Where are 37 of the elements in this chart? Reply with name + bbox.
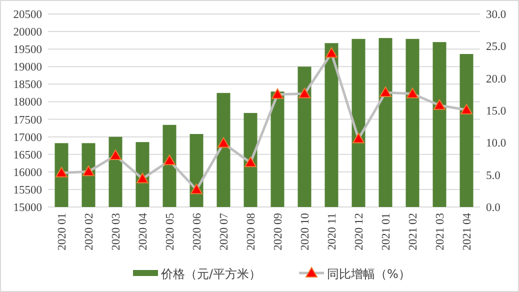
x-tick-label: 2020 06: [192, 212, 204, 250]
legend-label: 价格（元/平方米）: [160, 267, 262, 281]
y2-tick-label: 10.0: [486, 138, 506, 150]
y-tick-label: 19500: [13, 44, 42, 56]
x-tick-label: 2021 02: [408, 212, 420, 250]
x-tick-label: 2021 04: [462, 212, 474, 250]
y-tick-label: 19000: [13, 62, 42, 74]
y-tick-label: 16000: [13, 166, 42, 179]
x-tick-label: 2021 03: [434, 212, 446, 250]
y2-tick-label: 0.0: [486, 202, 501, 214]
x-tick-label: 2020 05: [164, 212, 176, 250]
y-tick-label: 17500: [13, 114, 42, 126]
x-tick-label: 2020 04: [138, 212, 150, 250]
y-tick-label: 15000: [13, 202, 42, 214]
x-tick-label: 2020 02: [84, 212, 96, 250]
x-tick-label: 2020 01: [56, 212, 68, 250]
x-tick-label: 2020 07: [218, 212, 230, 250]
y-tick-label: 20500: [13, 9, 42, 21]
x-tick-label: 2020 10: [300, 212, 312, 250]
x-tick-label: 2020 12: [354, 212, 366, 250]
x-tick-label: 2020 09: [272, 212, 284, 250]
y-tick-label: 20000: [13, 26, 42, 39]
x-tick-label: 2020 03: [110, 212, 122, 250]
y-tick-label: 18000: [13, 96, 42, 109]
y-tick-label: 18500: [13, 79, 42, 92]
y2-tick-label: 30.0: [486, 9, 506, 21]
y2-tick-label: 25.0: [486, 41, 506, 54]
y-tick-label: 15500: [13, 184, 42, 196]
y2-tick-label: 20.0: [486, 73, 506, 86]
y2-tick-label: 15.0: [486, 106, 506, 118]
x-tick-label: 2021 01: [380, 212, 392, 250]
y2-tick-label: 5.0: [486, 170, 501, 182]
x-tick-label: 2020 08: [246, 212, 258, 250]
y-tick-label: 17000: [13, 132, 42, 144]
x-tick-label: 2020 11: [326, 212, 338, 250]
legend-label: 同比增幅（%）: [327, 267, 410, 281]
y-tick-label: 16500: [13, 149, 42, 162]
